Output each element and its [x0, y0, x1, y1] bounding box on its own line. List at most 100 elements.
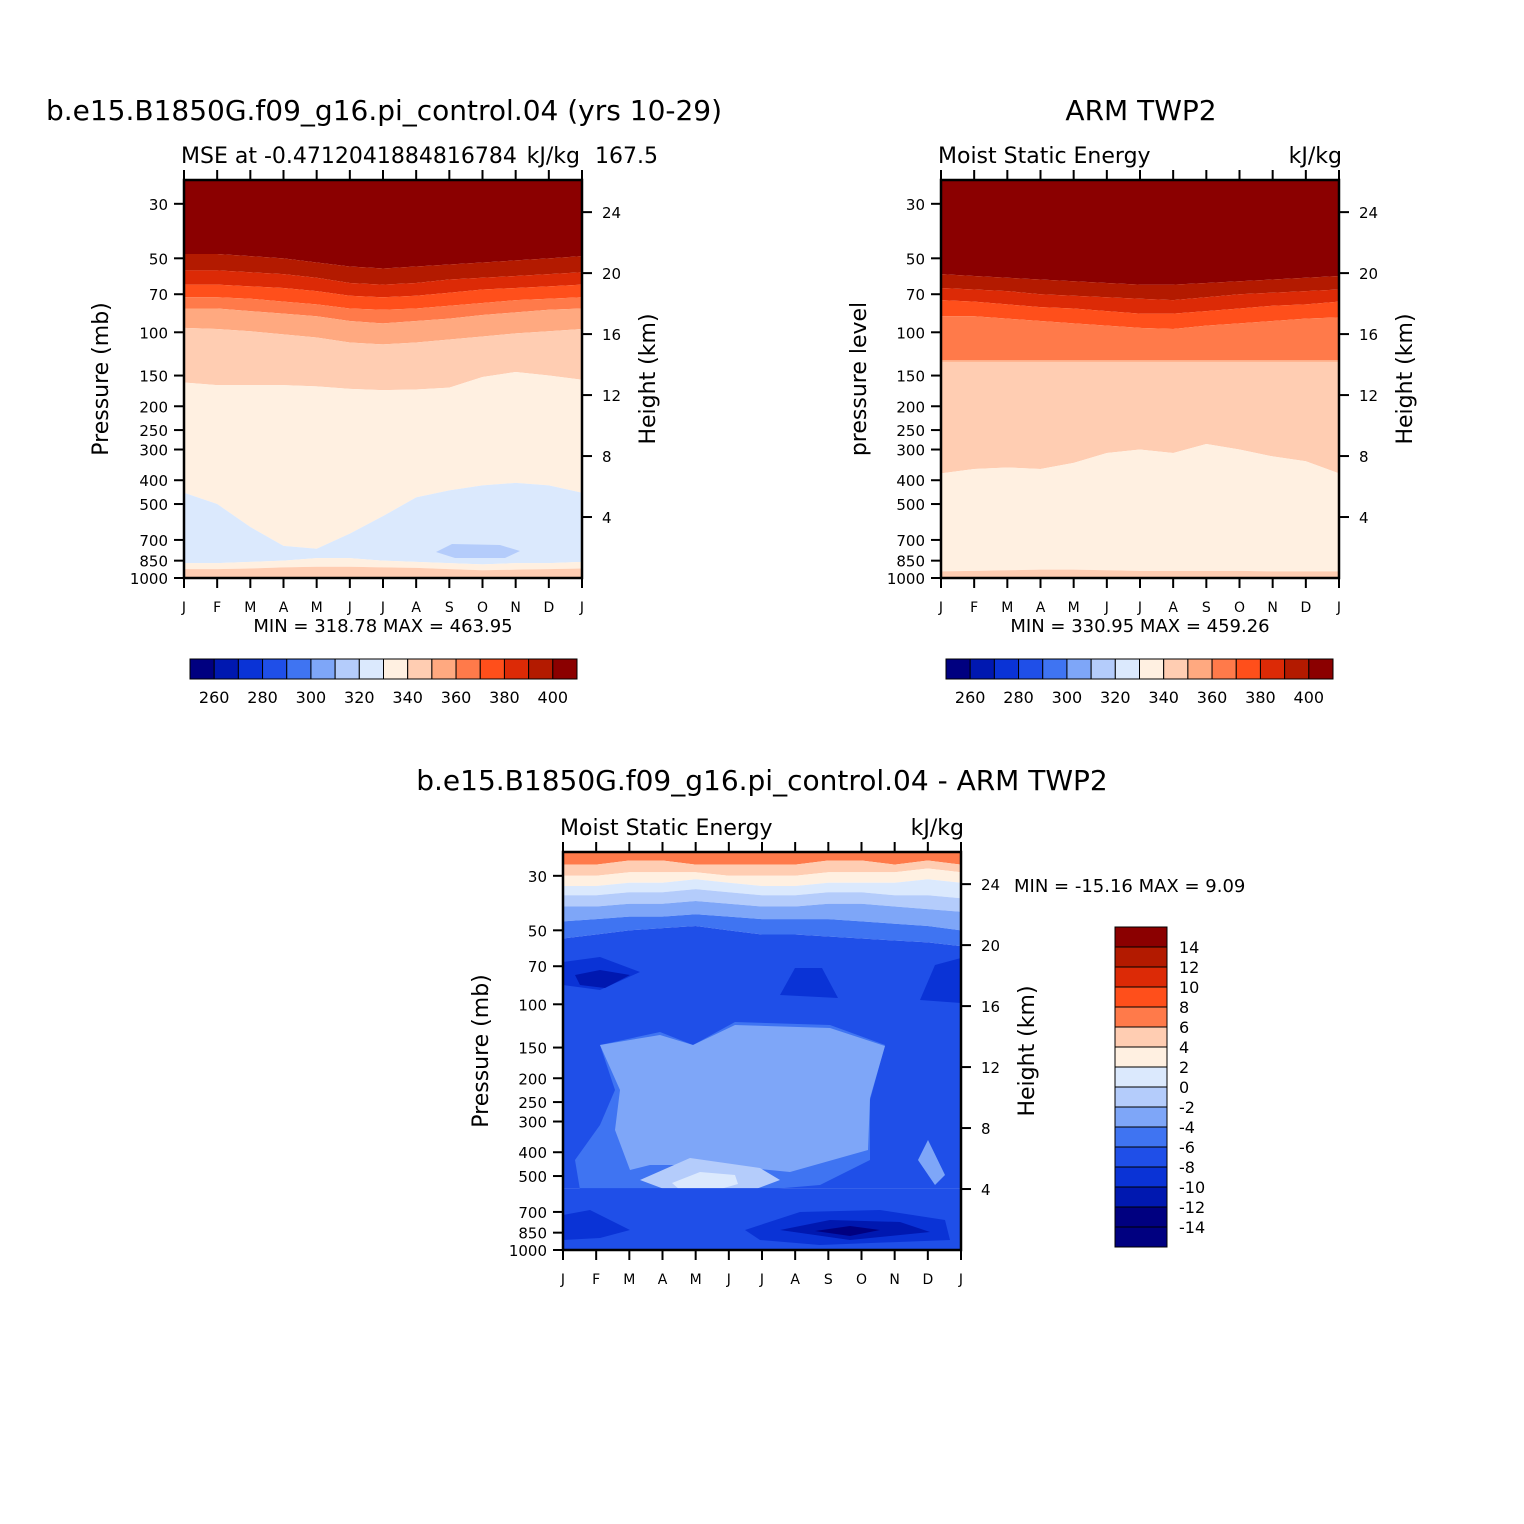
colorbar-box [1114, 1166, 1168, 1188]
diff-rtick-label: 20 [981, 937, 1000, 955]
contour-band [941, 361, 1339, 474]
model-minmax: MIN = 318.78 MAX = 463.95 [253, 616, 512, 637]
model-ytick-label: 300 [139, 442, 168, 460]
obs-rtick-label: 20 [1359, 265, 1378, 283]
contour-band [941, 180, 1339, 285]
diff-ytick-label: 150 [518, 1040, 547, 1058]
colorbar-label: 400 [1294, 688, 1325, 707]
model-xtick-label: A [279, 600, 289, 616]
contour-band [563, 879, 961, 899]
colorbar-box [1042, 658, 1068, 680]
diff-minmax: MIN = -15.16 MAX = 9.09 [1014, 876, 1245, 897]
obs-rtick-label: 12 [1359, 387, 1378, 405]
contour-band [941, 300, 1339, 330]
colorbar-label: 10 [1179, 978, 1199, 997]
obs-ylabel: pressure level [847, 302, 872, 456]
contour-band [941, 316, 1339, 361]
model-xtick-label: D [543, 600, 554, 616]
colorbar-box [213, 658, 239, 680]
colorbar-label: -8 [1179, 1158, 1195, 1177]
obs-colorbar: 260 280 300 320 340 360 380 400 [945, 658, 1334, 707]
model-subtitle: MSE at -0.4712041884816784 [181, 144, 517, 169]
contour-band [184, 327, 582, 391]
diff-rtick-label: 24 [981, 876, 1000, 894]
obs-ytick-label: 30 [906, 196, 925, 214]
diff-xtick-label: D [922, 1272, 933, 1288]
obs-ytick-label: 850 [896, 553, 925, 571]
colorbar-box [993, 658, 1020, 680]
model-ytick-label: 850 [139, 553, 168, 571]
obs-ytick-label: 100 [896, 324, 925, 342]
colorbar-box [1139, 658, 1165, 680]
contour-band [184, 371, 582, 549]
model-ylabel: Pressure (mb) [89, 302, 114, 456]
contour-pocket [436, 544, 520, 558]
colorbar-box [1163, 658, 1189, 680]
contour-pocket [815, 1226, 880, 1236]
contour-band [941, 274, 1339, 301]
colorbar-box [1114, 1086, 1168, 1108]
contour-band [563, 925, 961, 1013]
colorbar-box [1114, 926, 1168, 948]
colorbar-label: 14 [1179, 938, 1199, 957]
contour-region [600, 1025, 885, 1172]
diff-ytick-label: 500 [518, 1168, 547, 1186]
diff-rtick-label: 4 [981, 1181, 991, 1199]
contour-band [184, 270, 582, 298]
model-ytick-label: 250 [139, 422, 168, 440]
diff-ytick-label: 70 [528, 958, 547, 976]
obs-ytick-label: 150 [896, 368, 925, 386]
colorbar-box [1114, 1186, 1168, 1208]
colorbar-label: 8 [1179, 998, 1189, 1017]
diff-xtick-label: A [790, 1272, 800, 1288]
colorbar-label: 360 [1197, 688, 1228, 707]
contour-band [184, 284, 582, 310]
diff-ytick-label: 700 [518, 1204, 547, 1222]
model-ytick-label: 200 [139, 398, 168, 416]
diff-title: b.e15.B1850G.f09_g16.pi_control.04 - ARM… [416, 764, 1107, 797]
contour-band [184, 558, 582, 571]
colorbar-label: -6 [1179, 1138, 1195, 1157]
model-ytick-label: 1000 [130, 570, 168, 588]
colorbar-box [1114, 1066, 1168, 1088]
contour-region [672, 1172, 738, 1192]
diff-ytick-label: 1000 [509, 1242, 547, 1260]
contour-band [184, 308, 582, 345]
diff-xtick-label: S [824, 1272, 833, 1288]
model-title: b.e15.B1850G.f09_g16.pi_control.04 (yrs … [46, 94, 722, 127]
contour-band [563, 868, 961, 886]
diff-right-label: Height (km) [1015, 985, 1040, 1116]
model-xtick-label: M [244, 600, 256, 616]
colorbar-box [1235, 658, 1261, 680]
contour-band [184, 180, 582, 269]
colorbar-label: 2 [1179, 1058, 1189, 1077]
colorbar-box [1114, 1126, 1168, 1148]
model-ytick-label: 70 [149, 286, 168, 304]
colorbar-label: -14 [1179, 1218, 1205, 1237]
colorbar-box [479, 658, 505, 680]
colorbar-box [286, 658, 312, 680]
colorbar-label: 380 [489, 688, 520, 707]
obs-ytick-label: 1000 [887, 570, 925, 588]
colorbar-box [1187, 658, 1213, 680]
obs-subtitle-units: kJ/kg [1289, 144, 1342, 169]
colorbar-label: -2 [1179, 1098, 1195, 1117]
colorbar-box [1114, 1106, 1168, 1128]
colorbar-box [528, 658, 554, 680]
colorbar-label: 380 [1245, 688, 1276, 707]
diff-ytick-label: 850 [518, 1225, 547, 1243]
obs-minmax: MIN = 330.95 MAX = 459.26 [1010, 616, 1269, 637]
colorbar-label: 320 [344, 688, 375, 707]
colorbar-box [1090, 658, 1116, 680]
contour-band [184, 482, 582, 565]
obs-xtick-label: F [970, 600, 978, 616]
colorbar-label: 0 [1179, 1078, 1189, 1097]
model-ytick-label: 700 [139, 532, 168, 550]
colorbar-box [1114, 966, 1168, 988]
obs-rtick-label: 24 [1359, 204, 1378, 222]
diff-xtick-label: M [623, 1272, 635, 1288]
colorbar-box [1114, 658, 1140, 680]
